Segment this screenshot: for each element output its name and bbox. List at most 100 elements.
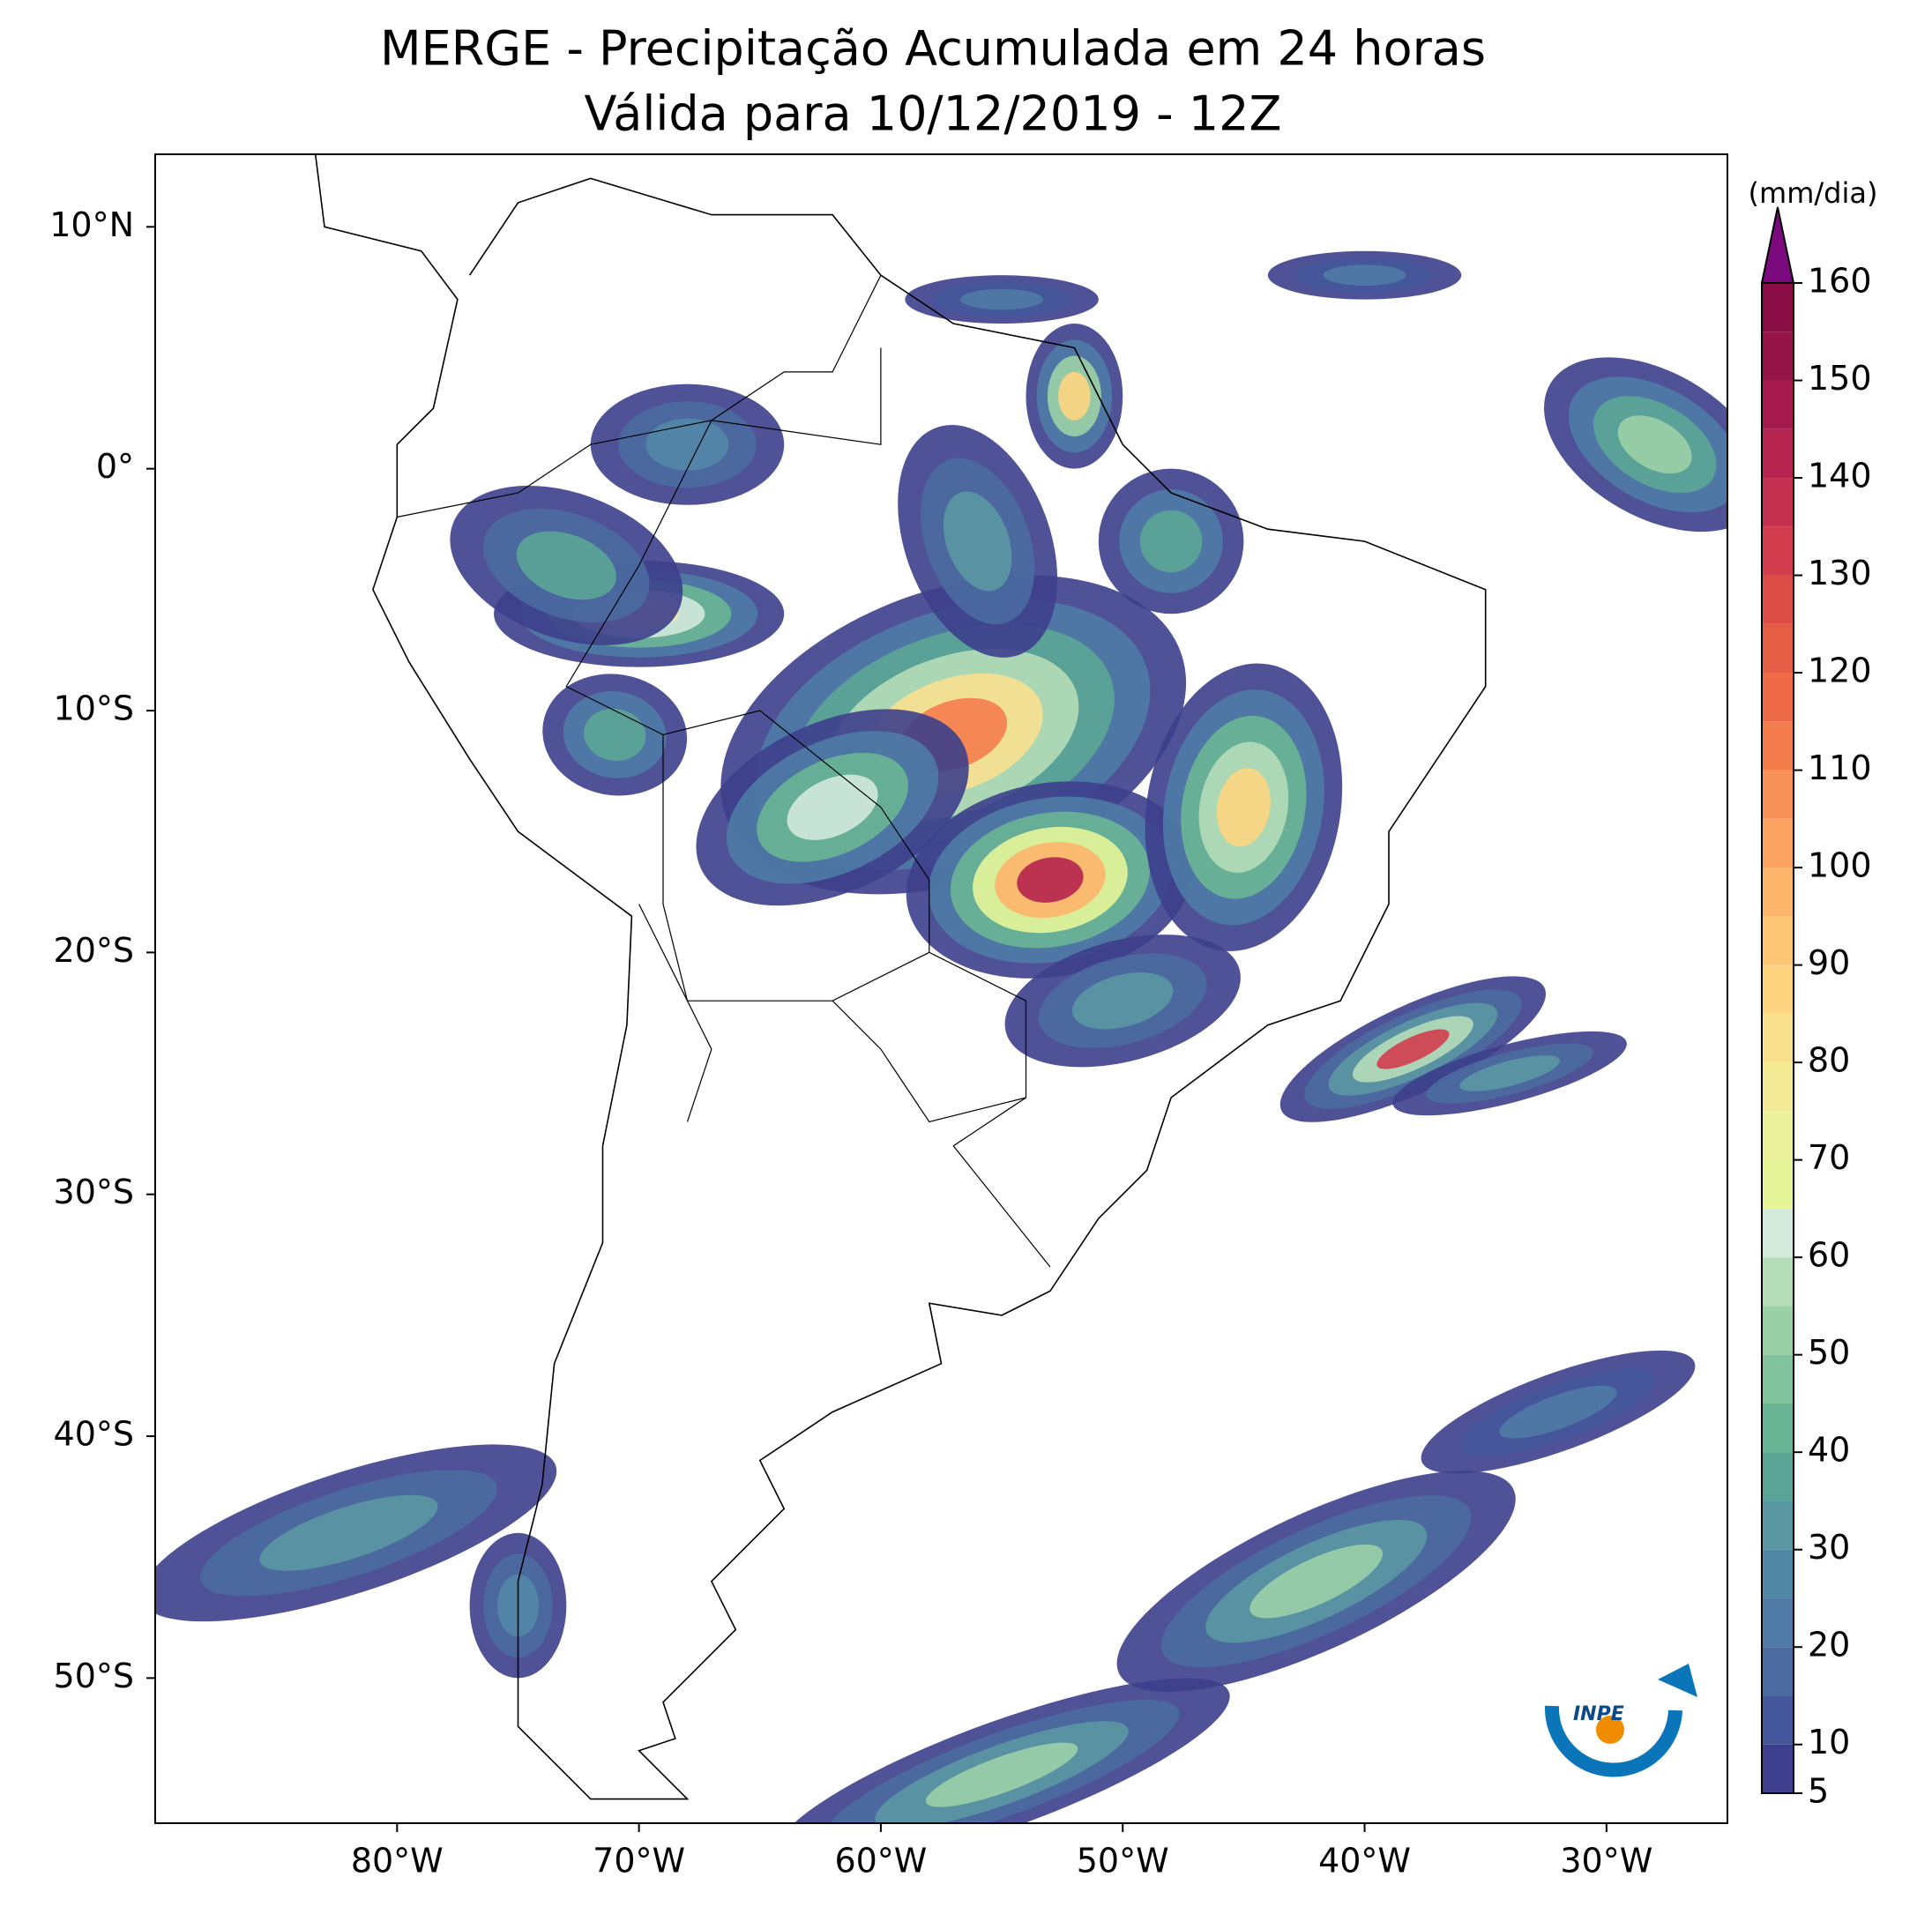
map-frame [154, 153, 1728, 1824]
rain-area [584, 708, 646, 762]
rain-area [1139, 510, 1203, 573]
colorbar-tick-label: 20 [1808, 1626, 1850, 1665]
rain-area [1017, 857, 1084, 903]
y-tick-label: 20°S [54, 931, 134, 970]
rain-area [1499, 1385, 1617, 1439]
rain-area [1071, 972, 1174, 1030]
rain-area [1376, 1029, 1450, 1069]
logo-dot [1596, 1716, 1624, 1744]
colorbar-band [1762, 770, 1794, 819]
colorbar-tick-label: 120 [1808, 652, 1872, 690]
rain-area [1459, 1055, 1561, 1091]
border [638, 904, 712, 1122]
rain-area [645, 418, 729, 471]
colorbar: 5 10 20 30 40 50 60 70 80 90 100 110 120 130 140 150 160 [1760, 206, 1872, 1811]
border [397, 420, 712, 518]
x-tick-label: 70°W [593, 1842, 685, 1880]
colorbar-band [1762, 331, 1794, 381]
border [565, 347, 1051, 1268]
y-tick-label: 50°S [54, 1657, 134, 1695]
border [832, 1000, 1026, 1123]
colorbar-band [1762, 623, 1794, 674]
colorbar-band [1762, 1744, 1794, 1793]
colorbar-band [1762, 1549, 1794, 1598]
colorbar-extend [1760, 206, 1795, 284]
rain-area [943, 491, 1012, 592]
colorbar-band [1762, 1111, 1794, 1160]
border [711, 274, 882, 421]
y-tick-label: 40°S [54, 1415, 134, 1454]
colorbar-tick-label: 10 [1808, 1723, 1850, 1761]
colorbar-tick-label: 30 [1808, 1528, 1850, 1567]
colorbar-band [1762, 1452, 1794, 1501]
coastline-layer [314, 154, 1487, 1800]
rain-area [259, 1494, 438, 1571]
colorbar-band [1762, 478, 1794, 527]
colorbar-tick-label: 50 [1808, 1333, 1850, 1372]
logo: INPE [1544, 1664, 1697, 1777]
x-tick-label: 50°W [1077, 1842, 1169, 1880]
colorbar-band [1762, 1354, 1794, 1404]
y-tick-label: 30°S [54, 1173, 134, 1211]
x-tick-label: 60°W [834, 1842, 927, 1880]
colorbar-tick-label: 130 [1808, 554, 1872, 592]
colorbar-band [1762, 1062, 1794, 1112]
colorbar-band [1762, 1647, 1794, 1696]
colorbar-band [1762, 916, 1794, 965]
colorbar-band [1762, 575, 1794, 624]
logo-text: INPE [1573, 1703, 1624, 1725]
colorbar-band [1762, 1597, 1794, 1648]
coastline [314, 154, 1487, 1800]
colorbar-frame [1761, 282, 1794, 1794]
colorbar-band [1762, 1501, 1794, 1550]
subtitle: Válida para 10/12/2019 - 12Z [585, 86, 1282, 142]
rain-area [1249, 1544, 1384, 1619]
colorbar-tick-label: 100 [1808, 846, 1872, 885]
colorbar-tick-label: 70 [1808, 1138, 1850, 1177]
colorbar-tick-label: 60 [1808, 1236, 1850, 1275]
colorbar-band [1762, 428, 1794, 479]
rain-area [1617, 415, 1692, 474]
colorbar-band [1762, 380, 1794, 429]
rain-area [925, 1742, 1078, 1807]
rain-area [1058, 371, 1091, 421]
y-tick-label: 10°N [49, 205, 134, 244]
colorbar-tick-label: 110 [1808, 748, 1872, 787]
colorbar-tick-label: 5 [1808, 1772, 1829, 1811]
colorbar-band [1762, 673, 1794, 722]
colorbar-band [1762, 818, 1794, 868]
colorbar-band [1762, 1695, 1794, 1745]
title: MERGE - Precipitação Acumulada em 24 hor… [380, 21, 1486, 77]
colorbar-band [1762, 526, 1794, 576]
logo-arrow [1658, 1664, 1697, 1697]
x-tick-label: 80°W [351, 1842, 444, 1880]
colorbar-band [1762, 283, 1794, 332]
colorbar-tick-label: 40 [1808, 1431, 1850, 1470]
y-tick-label: 0° [96, 447, 134, 486]
y-tick-label: 10°S [54, 689, 134, 728]
x-tick-label: 30°W [1560, 1842, 1652, 1880]
logo-arc [1544, 1705, 1682, 1777]
colorbar-tick-label: 150 [1808, 359, 1872, 398]
precipitation-layer [155, 250, 1727, 1823]
colorbar-band [1762, 721, 1794, 771]
colorbar-band [1762, 1306, 1794, 1355]
colorbar-tick-label: 140 [1808, 457, 1872, 495]
rain-area [960, 288, 1044, 310]
rain-area [1323, 264, 1406, 286]
colorbar-band [1762, 1159, 1794, 1209]
rain-area [516, 531, 616, 600]
colorbar-tick-label: 90 [1808, 943, 1850, 982]
colorbar-unit: (mm/dia) [1749, 176, 1878, 210]
colorbar-tick-label: 80 [1808, 1041, 1850, 1080]
colorbar-band [1762, 964, 1794, 1014]
rain-area [787, 774, 878, 840]
colorbar-band [1762, 868, 1794, 917]
rain-area [1216, 768, 1271, 847]
axes: 80°W 70°W 60°W 50°W 40°W 30°W 10°N 0° 10°S 20°S 30… [49, 205, 1652, 1880]
colorbar-tick-label: 160 [1808, 262, 1872, 301]
x-tick-label: 40°W [1318, 1842, 1411, 1880]
colorbar-band [1762, 1013, 1794, 1063]
